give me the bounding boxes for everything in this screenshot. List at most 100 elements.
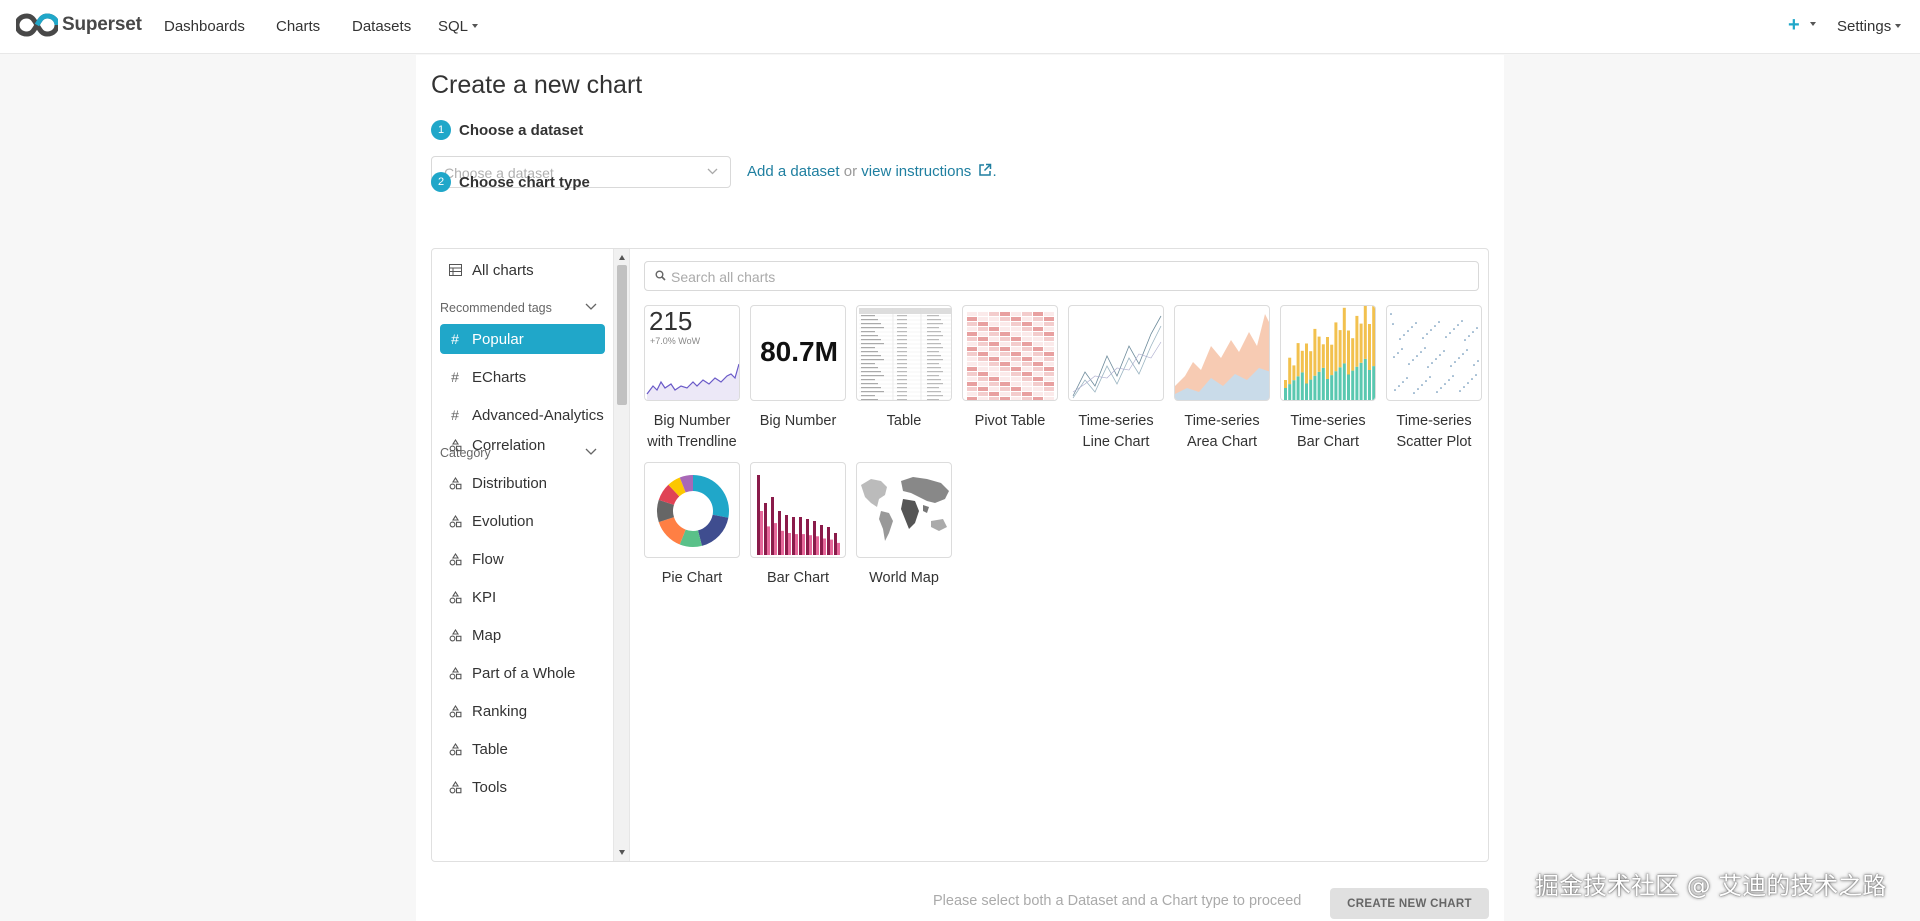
table-cell-text xyxy=(927,363,939,365)
table-cell-text xyxy=(897,323,907,325)
chart-tile-ts-area[interactable]: Time-series Area Chart xyxy=(1172,305,1272,453)
ts-bar-segment xyxy=(1338,330,1342,368)
sidebar-item-distribution[interactable]: Distribution xyxy=(440,468,605,498)
pivot-cell xyxy=(1022,322,1032,326)
chart-tile-ts-bar[interactable]: Time-series Bar Chart xyxy=(1278,305,1378,453)
category-shapes-icon xyxy=(444,438,466,452)
sidebar-item-map[interactable]: Map xyxy=(440,620,605,650)
pivot-cell xyxy=(1000,347,1010,351)
pivot-cell xyxy=(1011,392,1021,396)
chart-tile-label: Time-series Bar Chart xyxy=(1290,413,1366,450)
sidebar-item-echarts[interactable]: # ECharts xyxy=(440,362,605,392)
pivot-cell xyxy=(967,372,977,376)
pivot-cell xyxy=(978,312,988,316)
sidebar-item-advanced-analytics[interactable]: # Advanced-Analytics xyxy=(440,400,605,430)
sidebar-item-popular[interactable]: # Popular xyxy=(440,324,605,354)
chart-tile-big-number-trendline[interactable]: 215 +7.0% WoW Big Number with Trendline xyxy=(642,305,742,453)
chart-tile-ts-line[interactable]: Time-series Line Chart xyxy=(1066,305,1166,453)
chevron-down-icon xyxy=(707,168,718,175)
step-choose-dataset: 1 Choose a dataset xyxy=(431,120,583,140)
sidebar-item-flow[interactable]: Flow xyxy=(440,544,605,574)
scatter-point xyxy=(1415,322,1417,324)
pivot-cell xyxy=(989,332,999,336)
chart-tile-pie[interactable]: Pie Chart xyxy=(642,462,742,589)
ts-bar-segment xyxy=(1300,350,1304,373)
table-cell-text xyxy=(861,395,875,397)
create-new-chart-button[interactable]: CREATE NEW CHART xyxy=(1330,888,1489,919)
recommended-tags-header[interactable]: Recommended tags xyxy=(440,301,605,315)
table-icon xyxy=(444,264,466,276)
pivot-cell xyxy=(1022,357,1032,361)
table-cell-text xyxy=(897,387,907,389)
chart-tile-label: Time-series Scatter Plot xyxy=(1396,413,1472,450)
pivot-cell xyxy=(978,387,988,391)
ts-bar-segment xyxy=(1342,307,1346,364)
sidebar-item-all-charts[interactable]: All charts xyxy=(440,255,605,285)
chart-tile-world-map[interactable]: World Map xyxy=(854,462,954,589)
ts-line-graphic xyxy=(1072,315,1162,399)
table-cell-text xyxy=(927,339,939,341)
sidebar-item-evolution[interactable]: Evolution xyxy=(440,506,605,536)
chart-tile-table[interactable]: Table xyxy=(854,305,954,432)
chevron-down-icon xyxy=(585,448,597,455)
add-dataset-link[interactable]: Add a dataset xyxy=(747,163,840,180)
sidebar-item-label: ECharts xyxy=(472,368,527,386)
chart-tile-big-number[interactable]: 80.7M Big Number xyxy=(748,305,848,432)
pivot-cell xyxy=(967,382,977,386)
chart-tile-label: Pivot Table xyxy=(974,413,1046,429)
table-cell-text xyxy=(861,343,884,345)
nav-charts[interactable]: Charts xyxy=(276,18,321,35)
ts-scatter-thumbnail xyxy=(1386,305,1482,401)
category-header[interactable]: Category xyxy=(440,446,605,460)
chevron-down-icon xyxy=(585,303,597,310)
nav-settings[interactable]: Settings xyxy=(1837,18,1902,35)
pivot-cell xyxy=(1022,312,1032,316)
nav-sql[interactable]: SQL xyxy=(438,18,479,35)
ts-bar-segment xyxy=(1305,383,1308,400)
dataset-select[interactable]: Choose a dataset xyxy=(431,156,731,188)
scatter-point xyxy=(1453,328,1455,330)
nav-datasets[interactable]: Datasets xyxy=(352,18,412,35)
pivot-cell xyxy=(989,357,999,361)
search-all-charts-input[interactable]: Search all charts xyxy=(644,261,1479,291)
sidebar-item-correlation[interactable]: Correlation xyxy=(440,430,605,460)
bar-graphic xyxy=(757,475,840,555)
sidebar-scrollbar[interactable] xyxy=(614,249,630,861)
scatter-point xyxy=(1421,384,1423,386)
plus-icon[interactable]: + xyxy=(1788,14,1800,36)
sidebar-item-tools[interactable]: Tools xyxy=(440,772,605,802)
ts-bar-segment xyxy=(1326,379,1329,400)
table-cell-text xyxy=(861,371,881,373)
nav-dashboards[interactable]: Dashboards xyxy=(164,18,245,35)
superset-logo[interactable]: Superset xyxy=(16,13,142,37)
sidebar-item-kpi[interactable]: KPI xyxy=(440,582,605,612)
pivot-cell xyxy=(1011,312,1021,316)
pivot-cell xyxy=(1044,372,1054,376)
external-link-icon[interactable] xyxy=(978,163,992,177)
scroll-up-icon[interactable] xyxy=(619,255,625,260)
sidebar-item-table[interactable]: Table xyxy=(440,734,605,764)
sidebar-item-ranking[interactable]: Ranking xyxy=(440,696,605,726)
pivot-cell xyxy=(989,312,999,316)
scatter-point xyxy=(1427,366,1429,368)
table-cell-text xyxy=(861,379,875,381)
pivot-cell xyxy=(1000,357,1010,361)
bar-rect xyxy=(792,517,795,555)
chart-tile-pivot-table[interactable]: Pivot Table xyxy=(960,305,1060,432)
pivot-cell xyxy=(1044,312,1054,316)
pivot-cell xyxy=(1011,382,1021,386)
chart-tile-bar[interactable]: Bar Chart xyxy=(748,462,848,589)
sidebar-item-part-of-a-whole[interactable]: Part of a Whole xyxy=(440,658,605,688)
chart-tile-ts-scatter[interactable]: Time-series Scatter Plot xyxy=(1384,305,1484,453)
dataset-help: Add a dataset or view instructions . xyxy=(747,163,997,180)
chart-type-picker: All charts Recommended tags # Popular # … xyxy=(431,248,1489,862)
ts-bar-segment xyxy=(1317,371,1321,400)
ts-bar-segment xyxy=(1305,343,1308,384)
scatter-point xyxy=(1393,356,1395,358)
table-cell-text xyxy=(897,319,907,321)
scroll-down-icon[interactable] xyxy=(619,850,625,855)
chevron-down-icon[interactable] xyxy=(1810,22,1816,26)
pie-slice xyxy=(679,529,702,547)
scrollbar-thumb[interactable] xyxy=(617,265,627,405)
view-instructions-link[interactable]: view instructions xyxy=(861,163,972,180)
